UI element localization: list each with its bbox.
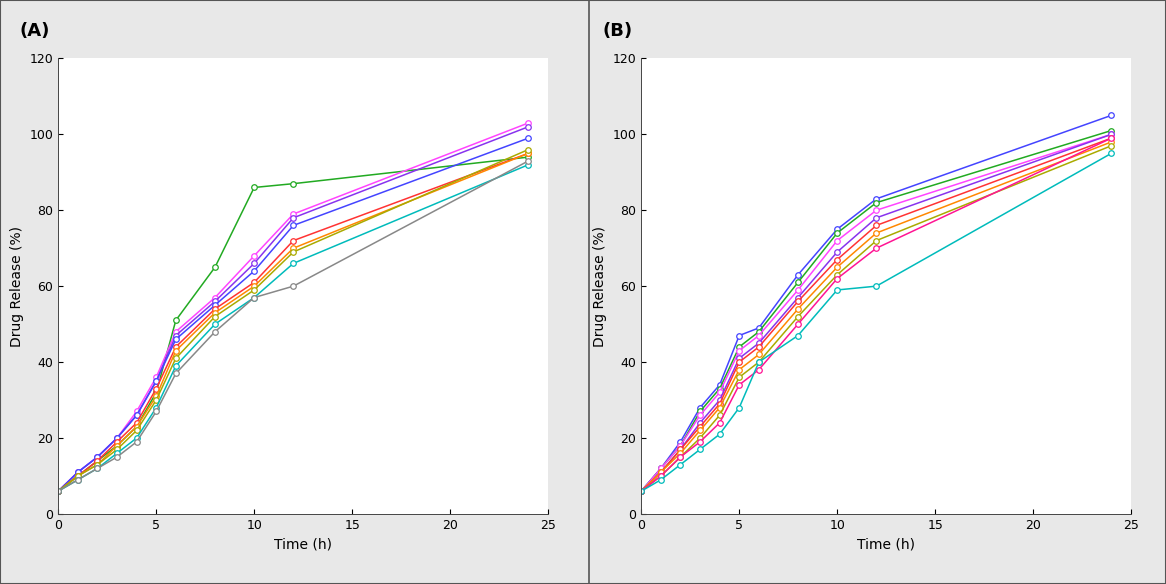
Y-axis label: Drug Release (%): Drug Release (%) bbox=[10, 225, 24, 347]
Y-axis label: Drug Release (%): Drug Release (%) bbox=[593, 225, 607, 347]
X-axis label: Time (h): Time (h) bbox=[857, 537, 915, 551]
Text: (B): (B) bbox=[602, 22, 632, 40]
Text: (A): (A) bbox=[19, 22, 49, 40]
X-axis label: Time (h): Time (h) bbox=[274, 537, 332, 551]
